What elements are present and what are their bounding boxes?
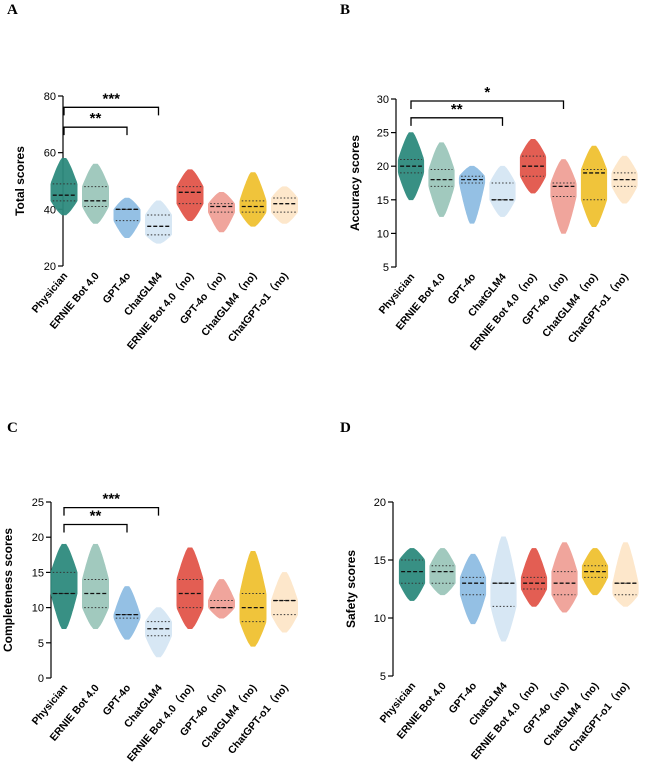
violin	[145, 200, 172, 244]
significance-bracket	[63, 506, 160, 516]
panel-label: D	[340, 420, 351, 436]
violin	[239, 172, 267, 227]
violin	[611, 155, 638, 204]
y-tick-label: 10	[377, 228, 389, 240]
significance-bracket	[63, 126, 128, 136]
violin	[490, 536, 517, 642]
violin	[489, 165, 516, 217]
violin	[271, 186, 298, 224]
significance-bracket	[63, 523, 128, 533]
y-tick-label: 15	[374, 555, 386, 567]
violin	[176, 547, 204, 630]
violin	[397, 132, 425, 201]
violin	[113, 197, 141, 239]
y-tick-label: 5	[383, 262, 389, 274]
significance-label: **	[90, 508, 102, 525]
significance-bracket	[410, 117, 504, 126]
y-tick-label: 10	[32, 603, 44, 615]
category-label: ChatGLM4（no)	[198, 682, 259, 751]
y-axis-title: Completeness scores	[1, 528, 15, 652]
y-tick-label: 15	[377, 195, 389, 207]
violin	[398, 548, 426, 601]
significance-label: **	[90, 110, 102, 127]
y-tick-label: 30	[377, 94, 389, 106]
significance-label: *	[484, 84, 490, 101]
y-tick-label: 20	[377, 161, 389, 173]
y-tick-label: 20	[374, 497, 386, 509]
significance-bracket	[63, 106, 160, 116]
significance-label: ***	[102, 90, 120, 107]
y-tick-label: 60	[44, 148, 56, 160]
y-tick-label: 80	[44, 91, 56, 103]
y-tick-label: 5	[38, 638, 44, 650]
violin	[580, 145, 608, 228]
violin	[176, 169, 204, 222]
y-tick-label: 25	[32, 497, 44, 509]
violin	[428, 142, 455, 217]
y-axis-title: Accuracy scores	[348, 135, 362, 231]
violin	[581, 548, 609, 596]
violin	[459, 553, 487, 625]
category-label: GPT-4o	[100, 270, 133, 306]
y-tick-label: 20	[44, 261, 56, 273]
y-tick-label: 5	[380, 671, 386, 683]
violin	[612, 542, 639, 607]
category-label: ChatGLM4（no)	[539, 271, 600, 340]
panel-label: A	[7, 2, 18, 18]
violin	[82, 163, 109, 224]
y-tick-label: 15	[32, 567, 44, 579]
violin	[271, 572, 298, 633]
violin	[551, 542, 578, 613]
violin	[145, 607, 172, 658]
y-tick-label: 25	[377, 128, 389, 140]
y-tick-label: 40	[44, 204, 56, 216]
violin	[113, 586, 141, 640]
significance-label: ***	[102, 491, 120, 508]
y-tick-label: 0	[38, 673, 44, 685]
violin	[208, 579, 235, 619]
violin	[458, 165, 486, 224]
significance-label: **	[451, 101, 463, 118]
y-axis-title: Safety scores	[344, 550, 358, 628]
y-tick-label: 20	[32, 532, 44, 544]
violin	[50, 543, 78, 630]
category-label: ChatGLM4（no)	[198, 270, 259, 339]
y-axis-title: Total scores	[13, 146, 27, 216]
violin	[50, 157, 78, 216]
y-tick-label: 10	[374, 613, 386, 625]
panel-label: B	[340, 2, 350, 18]
violin	[82, 543, 109, 630]
violin	[239, 550, 267, 647]
category-label: ChatGLM4（no)	[540, 680, 601, 749]
panel-label: C	[7, 420, 18, 436]
violin	[519, 138, 547, 194]
significance-bracket	[410, 100, 565, 110]
category-label: GPT-4o	[100, 682, 133, 718]
